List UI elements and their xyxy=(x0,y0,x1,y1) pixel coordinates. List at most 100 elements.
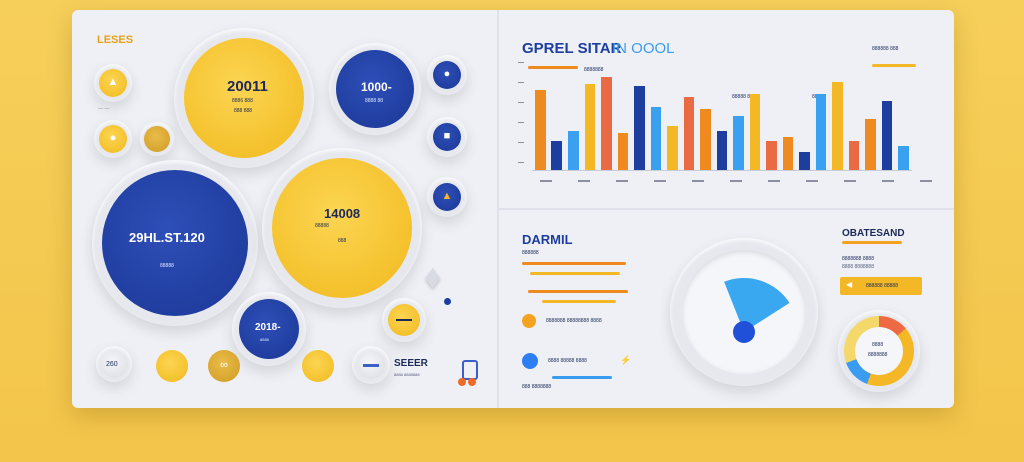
bottom-row-3: 888 8888888 xyxy=(522,384,552,390)
gauge-sector xyxy=(724,277,790,332)
bottom-row-2: 8888 88888 8888 xyxy=(548,358,587,364)
x-tick xyxy=(806,180,818,182)
wallet-glyph-icon: ● xyxy=(109,132,117,144)
x-tick xyxy=(616,180,628,182)
chart-bar[interactable] xyxy=(667,125,678,170)
progress-bar-5 xyxy=(552,376,612,379)
bottom-title: DARMIL xyxy=(522,232,573,247)
coin-2-icon[interactable] xyxy=(156,350,188,382)
footer-label: SEEER xyxy=(394,358,428,369)
chart-bar[interactable] xyxy=(815,93,827,170)
user-icon[interactable]: ● xyxy=(433,61,461,89)
coin-glyph-icon: ▲ xyxy=(107,76,119,88)
x-tick xyxy=(768,180,780,182)
basket-icon[interactable]: ■ xyxy=(433,123,461,151)
chart-bar[interactable] xyxy=(601,76,612,170)
top-blue-stat-circle[interactable] xyxy=(336,50,414,128)
wallet-icon[interactable]: ● xyxy=(99,125,127,153)
badge-icon[interactable] xyxy=(144,126,170,152)
chart-bar[interactable] xyxy=(848,140,860,170)
y-tick xyxy=(518,62,524,63)
chart-bar[interactable] xyxy=(700,109,711,170)
chart-bar[interactable] xyxy=(568,130,579,170)
chart-bar[interactable] xyxy=(733,116,744,170)
chart-icon[interactable] xyxy=(100,350,128,378)
chart-bar[interactable] xyxy=(898,145,909,170)
card-icon[interactable] xyxy=(388,304,420,336)
bag-icon[interactable] xyxy=(462,360,478,380)
card-stripe-icon xyxy=(396,319,412,321)
chart-title-suffix: IN OOOL xyxy=(612,40,675,57)
big-blue-stat-circle[interactable] xyxy=(102,170,248,316)
big-yellow-caption: 88888 xyxy=(315,223,329,229)
big-yellow-stat-circle[interactable] xyxy=(272,158,412,298)
y-tick xyxy=(518,102,524,103)
chart-title: GPREL SITAR xyxy=(522,40,622,57)
chart-bar[interactable] xyxy=(749,93,761,170)
bag-dot-2-icon xyxy=(468,378,476,386)
top-yellow-caption: 8886 888 xyxy=(232,98,253,104)
footer-caption: 8888 8888888 xyxy=(394,372,420,377)
left-panel-title: LESES xyxy=(97,34,134,46)
x-tick xyxy=(882,180,894,182)
link-icon[interactable]: ∞ xyxy=(208,350,240,382)
donut-label: 8888 xyxy=(872,342,884,348)
x-tick xyxy=(540,180,552,182)
top-yellow-value: 20011 xyxy=(227,78,268,95)
chart-bar[interactable] xyxy=(766,140,777,170)
donut-hole xyxy=(855,327,903,375)
x-tick xyxy=(692,180,704,182)
progress-bar-3 xyxy=(528,290,628,293)
progress-bar-2 xyxy=(530,272,620,275)
cube-dot-icon xyxy=(444,298,451,305)
coin-icon[interactable]: ▲ xyxy=(99,69,127,97)
row-1-dot-icon xyxy=(522,314,536,328)
bottom-right-button-label: 888888 88888 xyxy=(866,283,898,289)
link-glyph-icon: ∞ xyxy=(220,359,228,371)
small-blue-stat-circle[interactable] xyxy=(239,299,299,359)
chart-bar[interactable] xyxy=(799,152,810,170)
x-tick xyxy=(844,180,856,182)
chart-bar[interactable] xyxy=(617,132,629,170)
cube-icon[interactable]: ♦ xyxy=(424,258,442,296)
tag-icon[interactable]: ▲ xyxy=(433,183,461,211)
chart-bar[interactable] xyxy=(534,89,546,170)
chart-bar[interactable] xyxy=(650,107,662,170)
user-glyph-icon: ● xyxy=(443,68,451,80)
horizontal-divider xyxy=(499,208,954,210)
y-tick xyxy=(518,142,524,143)
small-grey-label: 260 xyxy=(106,361,118,368)
button-arrow-icon: ◀ xyxy=(846,280,853,289)
big-yellow-value: 14008 xyxy=(324,206,361,221)
small-blue-caption: 8888 xyxy=(260,337,269,342)
chart-bar[interactable] xyxy=(584,83,596,170)
chart-bar[interactable] xyxy=(716,130,728,170)
bottom-right-title: OBATESAND xyxy=(842,228,905,239)
chart-bar[interactable] xyxy=(683,96,695,170)
screen-icon[interactable] xyxy=(357,351,385,379)
big-blue-value: 29HL.ST.120 xyxy=(129,230,205,245)
chart-bar[interactable] xyxy=(881,101,893,170)
chart-legend-3: 88 xyxy=(812,94,818,100)
chart-bar[interactable] xyxy=(782,136,794,170)
vertical-divider xyxy=(497,10,499,408)
chart-legend-1: 8888888 xyxy=(584,67,604,73)
bar-chart xyxy=(532,72,912,171)
big-blue-caption: 88888 xyxy=(160,263,174,269)
row-2-dot-icon xyxy=(522,353,538,369)
x-tick xyxy=(578,180,590,182)
y-tick xyxy=(518,162,524,163)
chart-bar[interactable] xyxy=(551,140,563,170)
chart-bar[interactable] xyxy=(832,81,843,170)
bottom-subtitle: 888888 xyxy=(522,250,539,256)
screen-bar-icon xyxy=(363,364,379,367)
tag-glyph-icon: ▲ xyxy=(441,190,453,202)
card-2-icon[interactable] xyxy=(302,350,334,382)
chart-legend-line-2 xyxy=(872,64,916,67)
bottom-right-button[interactable]: ◀ 888888 88888 xyxy=(840,277,922,295)
basket-glyph-icon: ■ xyxy=(443,130,451,142)
bottom-right-subtitle: 8888888 8888 xyxy=(842,256,874,262)
chart-bar[interactable] xyxy=(865,119,876,170)
chart-bar[interactable] xyxy=(634,85,645,170)
top-yellow-stat-circle[interactable] xyxy=(184,38,304,158)
